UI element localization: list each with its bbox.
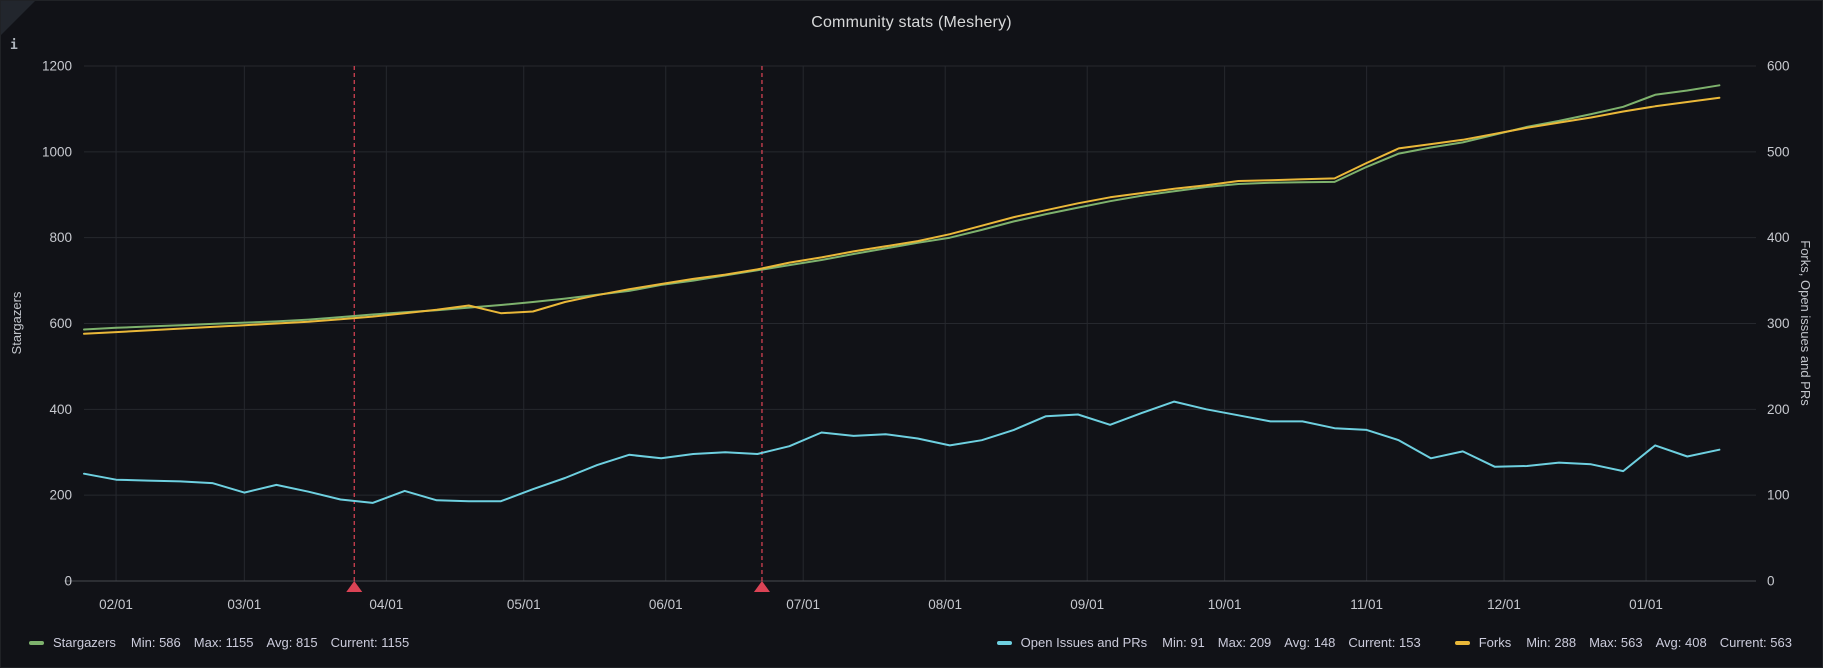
legend-series-name[interactable]: Open Issues and PRs — [1020, 635, 1148, 650]
gridlines — [64, 65, 1756, 582]
panel-info-corner[interactable]: i — [1, 1, 35, 53]
legend-series-name[interactable]: Forks — [1478, 635, 1512, 650]
legend-series-name[interactable]: Stargazers — [53, 635, 116, 650]
svg-text:05/01: 05/01 — [507, 597, 541, 612]
svg-text:800: 800 — [49, 230, 72, 245]
legend-stat-min: Min: 91 — [1162, 635, 1205, 650]
svg-text:400: 400 — [49, 402, 72, 417]
series-lines[interactable] — [83, 84, 1721, 504]
legend-item-stargazers[interactable]: Stargazers Min: 586 Max: 1155 Avg: 815 C… — [29, 635, 409, 650]
legend-swatch-open-issues-prs[interactable] — [996, 640, 1012, 645]
y-axis-left-title: Stargazers — [9, 291, 24, 355]
legend-stat-min: Min: 288 — [1526, 635, 1577, 650]
legend-item-open-issues-prs[interactable]: Open Issues and PRs Min: 91 Max: 209 Avg… — [996, 635, 1421, 650]
legend-item-forks[interactable]: Forks Min: 288 Max: 563 Avg: 408 Current… — [1454, 635, 1792, 650]
svg-text:400: 400 — [1767, 230, 1790, 245]
svg-text:07/01: 07/01 — [786, 597, 820, 612]
legend: Stargazers Min: 586 Max: 1155 Avg: 815 C… — [29, 635, 1792, 650]
svg-text:600: 600 — [1767, 59, 1790, 74]
series-line-stargazers[interactable] — [83, 84, 1721, 331]
svg-text:03/01: 03/01 — [227, 597, 261, 612]
svg-text:0: 0 — [1767, 574, 1775, 589]
panel-title[interactable]: Community stats (Meshery) — [811, 14, 1012, 31]
svg-text:0: 0 — [64, 574, 72, 589]
svg-text:500: 500 — [1767, 144, 1790, 159]
svg-text:1200: 1200 — [42, 59, 72, 74]
info-icon[interactable]: i — [10, 38, 18, 53]
svg-text:11/01: 11/01 — [1350, 597, 1383, 612]
svg-text:01/01: 01/01 — [1629, 597, 1663, 612]
svg-text:09/01: 09/01 — [1070, 597, 1104, 612]
legend-stat-max: Max: 1155 — [193, 635, 254, 650]
legend-stat-current: Current: 563 — [1719, 635, 1792, 650]
legend-swatch-forks[interactable] — [1454, 640, 1470, 645]
svg-text:04/01: 04/01 — [369, 597, 403, 612]
svg-text:100: 100 — [1767, 488, 1790, 503]
annotation-triangle-icon[interactable] — [346, 581, 363, 592]
axis-tick-labels: 0 0 200 100 400 200 600 300 800 400 1000 500 1200 600… — [42, 59, 1790, 613]
legend-stat-avg: Avg: 408 — [1655, 635, 1707, 650]
svg-text:1000: 1000 — [42, 144, 72, 159]
svg-text:06/01: 06/01 — [649, 597, 683, 612]
legend-stat-current: Current: 153 — [1348, 635, 1421, 650]
svg-text:02/01: 02/01 — [99, 597, 133, 612]
svg-text:08/01: 08/01 — [928, 597, 962, 612]
annotation-triangle-icon[interactable] — [753, 581, 770, 592]
time-series-chart[interactable]: 0 0 200 100 400 200 600 300 800 400 1000 500 1200 600… — [1, 1, 1823, 626]
legend-swatch-stargazers[interactable] — [29, 640, 44, 645]
legend-stat-avg: Avg: 148 — [1284, 635, 1336, 650]
legend-stat-max: Max: 563 — [1589, 635, 1643, 650]
series-line-forks[interactable] — [83, 96, 1721, 335]
svg-text:10/01: 10/01 — [1208, 597, 1242, 612]
svg-text:12/01: 12/01 — [1487, 597, 1521, 612]
annotation-markers[interactable] — [346, 66, 770, 592]
legend-stat-max: Max: 209 — [1217, 635, 1272, 650]
svg-text:300: 300 — [1767, 316, 1790, 331]
y-axis-right-title: Forks, Open issues and PRs — [1798, 240, 1813, 406]
legend-stat-avg: Avg: 815 — [266, 635, 318, 650]
series-line-open-issues-and-prs[interactable] — [83, 400, 1721, 504]
svg-text:200: 200 — [49, 488, 72, 503]
svg-text:600: 600 — [49, 316, 72, 331]
svg-text:200: 200 — [1767, 402, 1790, 417]
legend-stat-min: Min: 586 — [130, 635, 181, 650]
legend-stat-current: Current: 1155 — [330, 635, 410, 650]
